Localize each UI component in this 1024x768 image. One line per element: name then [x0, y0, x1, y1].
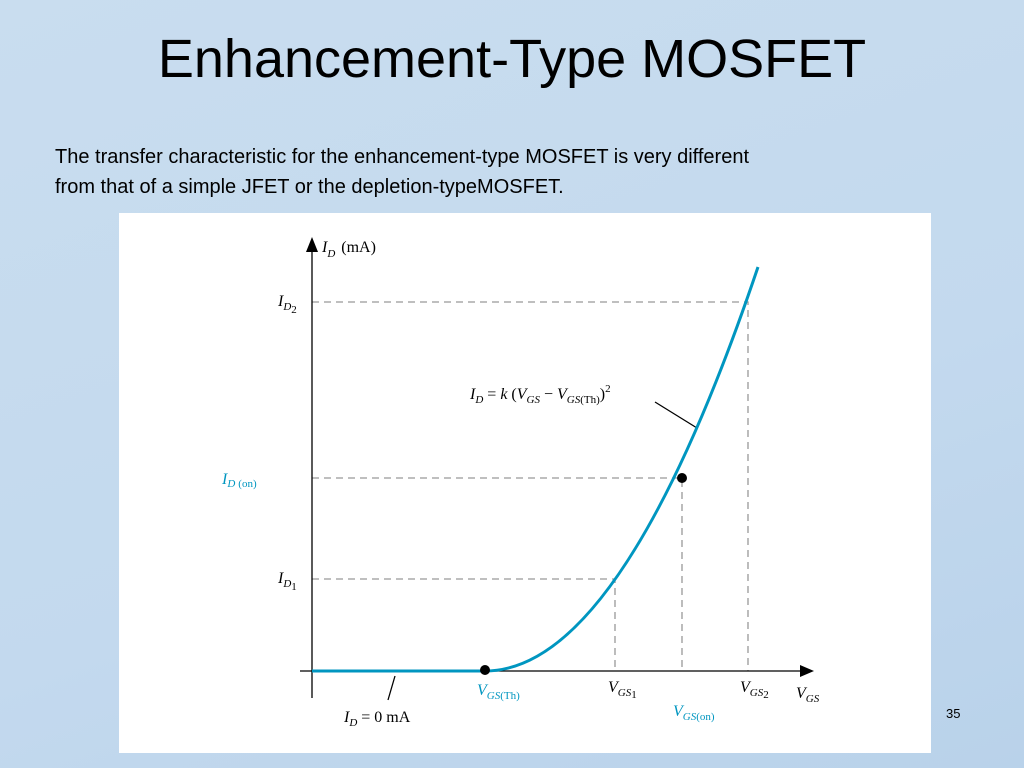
label-part: V: [796, 685, 808, 702]
label-part: V: [517, 386, 529, 403]
label-part: GS: [567, 394, 581, 406]
slide-title: Enhancement-Type MOSFET: [157, 29, 867, 89]
label-part: V: [477, 682, 489, 699]
label-part: D: [282, 578, 291, 590]
label-part: D: [326, 248, 335, 260]
label-part: I: [469, 386, 476, 403]
id2-label: ID2: [277, 293, 297, 316]
body-line: The transfer characteristic for the enha…: [55, 146, 749, 168]
label-part: I: [221, 471, 228, 488]
label-part: D: [348, 717, 357, 729]
vgs2-label: VGS2: [740, 679, 769, 701]
vgs1-label: VGS1: [608, 679, 637, 701]
y-arrow: [306, 237, 318, 252]
label-part: GS: [487, 690, 501, 702]
label-part: (Th): [500, 690, 520, 702]
label-part: 2: [291, 304, 297, 316]
label-part: 2: [605, 383, 611, 395]
vgs-on-label: VGS(on): [673, 703, 715, 723]
y-axis-label: ID (mA): [321, 239, 376, 260]
label-part: I: [321, 239, 328, 256]
x-arrow: [800, 665, 814, 677]
label-part: =: [483, 386, 500, 403]
label-part: ): [600, 386, 605, 403]
id1-label: ID1: [277, 570, 297, 593]
label-part: GS: [527, 394, 541, 406]
transfer-diagram: ID (mA) VGS ID2 ID (on) ID1 ID = k (VGS − …: [119, 213, 931, 753]
label-part: 2: [763, 689, 769, 701]
slide-number: 35: [946, 706, 961, 721]
label-part: (mA): [341, 239, 376, 256]
transfer-curve: [312, 266, 760, 673]
label-part: GS: [806, 693, 820, 705]
label-part: (on): [696, 711, 715, 723]
label-part: V: [740, 679, 752, 696]
label-part: (: [507, 386, 516, 403]
body-line: from that of a simple JFET or the deplet…: [55, 176, 564, 198]
on-point: [677, 473, 687, 483]
label-part: 1: [291, 581, 297, 593]
label-part: GS: [618, 687, 632, 699]
label-part: GS: [683, 711, 697, 723]
equation: ID = k (VGS − VGS(Th))2: [469, 383, 611, 406]
label-part: V: [608, 679, 620, 696]
label-part: (Th): [580, 394, 600, 406]
label-part: = 0 mA: [357, 709, 410, 726]
vgs-th-label: VGS(Th): [477, 682, 520, 702]
label-part: 1: [631, 689, 637, 701]
id-on-label: ID (on): [221, 471, 257, 490]
label-part: I: [277, 293, 284, 310]
label-part: D: [282, 301, 291, 313]
threshold-point: [480, 665, 490, 675]
label-part: V: [673, 703, 685, 720]
label-part: D: [474, 394, 483, 406]
label-part: k: [500, 386, 508, 403]
label-part: −: [540, 386, 557, 403]
label-part: V: [557, 386, 569, 403]
label-part: (on): [238, 478, 257, 490]
x-axis-label: VGS: [796, 685, 820, 705]
label-part: I: [343, 709, 350, 726]
label-part: GS: [750, 687, 764, 699]
id-zero-label: ID = 0 mA: [343, 709, 411, 729]
label-part: D: [226, 478, 235, 490]
label-part: I: [277, 570, 284, 587]
